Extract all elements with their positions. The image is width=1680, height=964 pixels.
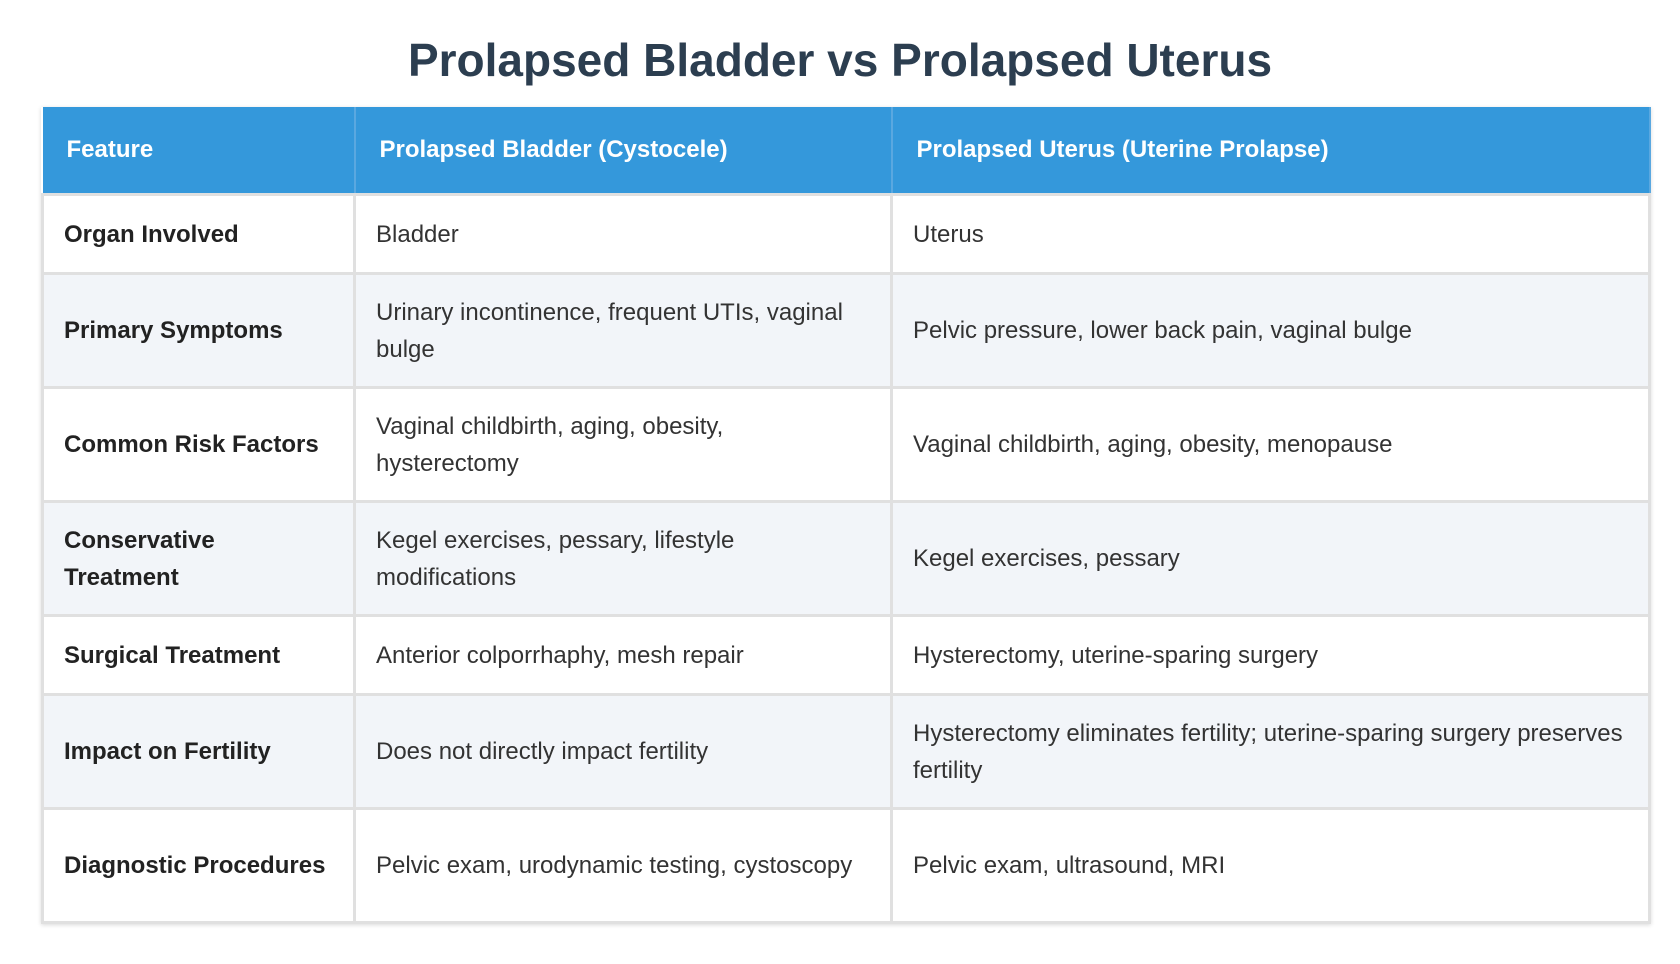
row-label: Common Risk Factors [41,386,356,503]
table-cell: Urinary incontinence, frequent UTIs, vag… [353,272,893,389]
table-cell: Hysterectomy eliminates fertility; uteri… [890,693,1651,810]
table-cell: Pelvic pressure, lower back pain, vagina… [890,272,1651,389]
table-cell: Uterus [890,193,1651,275]
table-cell: Pelvic exam, urodynamic testing, cystosc… [353,807,893,924]
table-row: Impact on Fertility Does not directly imp… [41,693,1651,810]
table-body: Organ Involved Bladder Uterus Primary Sympt… [41,193,1651,924]
table-cell: Vaginal childbirth, aging, obesity, hyst… [353,386,893,503]
table-cell: Kegel exercises, pessary, lifestyle modi… [353,500,893,617]
table-row: Common Risk Factors Vaginal childbirth, a… [41,386,1651,503]
row-label: Primary Symptoms [41,272,356,389]
table-cell: Pelvic exam, ultrasound, MRI [890,807,1651,924]
comparison-table: Feature Prolapsed Bladder (Cystocele) Prol… [41,107,1651,924]
table-row: Diagnostic Procedures Pelvic exam, urodyn… [41,807,1651,924]
row-label: Conservative Treatment [41,500,356,617]
column-header: Prolapsed Bladder (Cystocele) [354,107,893,195]
table-cell: Vaginal childbirth, aging, obesity, meno… [890,386,1651,503]
table-cell: Anterior colporrhaphy, mesh repair [353,614,893,696]
table-cell: Does not directly impact fertility [353,693,893,810]
table-row: Conservative Treatment Kegel exercises, p… [41,500,1651,617]
row-label: Organ Involved [41,193,356,275]
table-cell: Hysterectomy, uterine-sparing surgery [890,614,1651,696]
page-title: Prolapsed Bladder vs Prolapsed Uterus [407,34,1273,86]
table-cell: Kegel exercises, pessary [890,500,1651,617]
table-row: Organ Involved Bladder Uterus [41,193,1651,275]
header-row: Feature Prolapsed Bladder (Cystocele) Prol… [42,107,1651,195]
table-header: Feature Prolapsed Bladder (Cystocele) Prol… [42,107,1651,195]
column-header: Feature [42,107,356,195]
row-label: Diagnostic Procedures [41,807,356,924]
row-label: Surgical Treatment [41,614,356,696]
column-header: Prolapsed Uterus (Uterine Prolapse) [891,107,1651,195]
table-cell: Bladder [353,193,893,275]
table-row: Surgical Treatment Anterior colporrhaphy,… [41,614,1651,696]
row-label: Impact on Fertility [41,693,356,810]
table-row: Primary Symptoms Urinary incontinence, fr… [41,272,1651,389]
